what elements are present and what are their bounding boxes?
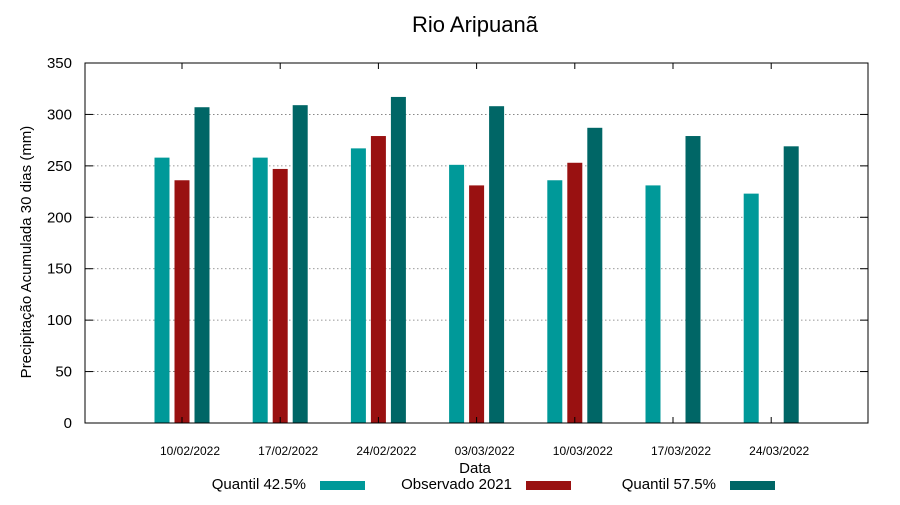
bar-3 <box>390 96 406 423</box>
bar-1 <box>350 148 366 423</box>
legend-swatch <box>320 481 365 490</box>
legend-label: Quantil 42.5% <box>212 476 306 493</box>
x-tick-label: 17/02/2022 <box>258 444 318 458</box>
bar-1 <box>449 164 465 424</box>
y-axis-ticks: 0 50 100 150 200 250 300 350 <box>47 55 868 432</box>
y-tick-label: 0 <box>64 415 72 432</box>
bar-2 <box>174 180 190 423</box>
y-tick-label: 150 <box>47 261 72 278</box>
bar-2 <box>272 168 288 423</box>
legend-swatch <box>526 481 571 490</box>
x-tick-label: 17/03/2022 <box>651 444 711 458</box>
bar-3 <box>292 105 308 424</box>
y-tick-label: 100 <box>47 312 72 329</box>
bar-3 <box>783 146 799 424</box>
bar-3 <box>587 127 603 424</box>
y-axis-label: Precipitação Acumulada 30 dias (mm) <box>18 126 35 379</box>
bar-1 <box>645 185 661 423</box>
x-tick-label: 10/02/2022 <box>160 444 220 458</box>
y-tick-label: 200 <box>47 209 72 226</box>
x-tick-label: 10/03/2022 <box>553 444 613 458</box>
x-tick-label: 24/03/2022 <box>749 444 809 458</box>
bar-1 <box>252 157 268 423</box>
bar-3 <box>685 136 701 423</box>
y-tick-label: 50 <box>55 364 72 381</box>
legend-label: Observado 2021 <box>401 476 512 493</box>
x-axis-ticks: 10/02/2022 17/02/2022 24/02/2022 03/03/2022… <box>160 63 810 458</box>
bar-2 <box>370 136 386 423</box>
bar-3 <box>489 106 505 423</box>
y-tick-label: 250 <box>47 158 72 175</box>
x-tick-label: 24/02/2022 <box>356 444 416 458</box>
x-axis-label: Data <box>459 460 491 477</box>
bars <box>154 96 799 424</box>
bar-3 <box>194 107 210 423</box>
chart-title: Rio Aripuanã <box>412 12 539 37</box>
bar-1 <box>154 157 170 423</box>
legend-label: Quantil 57.5% <box>622 476 716 493</box>
bar-2 <box>469 185 485 423</box>
y-tick-label: 350 <box>47 55 72 72</box>
x-tick-label: 03/03/2022 <box>455 444 515 458</box>
bar-1 <box>547 180 563 423</box>
legend: Quantil 42.5% Observado 2021 Quantil 57.5% <box>212 476 775 493</box>
legend-swatch <box>730 481 775 490</box>
bar-2 <box>567 162 583 423</box>
y-tick-label: 300 <box>47 106 72 123</box>
grid-lines <box>85 114 868 372</box>
bar-1 <box>743 193 759 423</box>
